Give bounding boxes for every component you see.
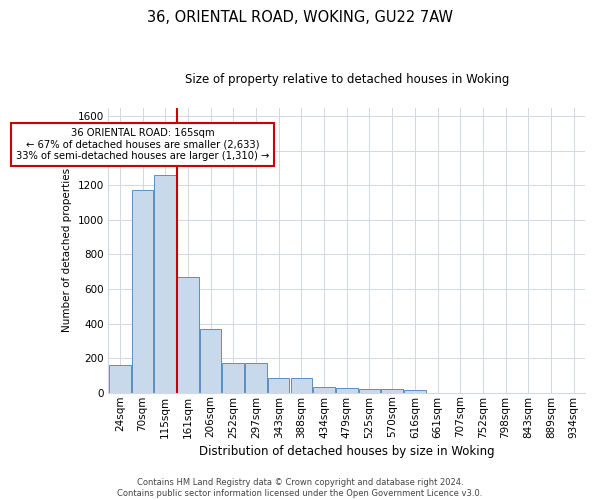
Text: 36 ORIENTAL ROAD: 165sqm
← 67% of detached houses are smaller (2,633)
33% of sem: 36 ORIENTAL ROAD: 165sqm ← 67% of detach… xyxy=(16,128,269,162)
Y-axis label: Number of detached properties: Number of detached properties xyxy=(62,168,72,332)
Bar xyxy=(404,390,425,392)
Bar xyxy=(223,364,244,392)
Bar xyxy=(200,328,221,392)
Bar xyxy=(313,386,335,392)
Bar xyxy=(154,175,176,392)
Bar xyxy=(290,378,312,392)
Bar xyxy=(382,389,403,392)
Bar xyxy=(336,388,358,392)
Text: 36, ORIENTAL ROAD, WOKING, GU22 7AW: 36, ORIENTAL ROAD, WOKING, GU22 7AW xyxy=(147,10,453,25)
Bar xyxy=(268,378,289,392)
Bar xyxy=(109,365,131,392)
Title: Size of property relative to detached houses in Woking: Size of property relative to detached ho… xyxy=(185,72,509,86)
Bar xyxy=(177,277,199,392)
Bar xyxy=(132,190,153,392)
Text: Contains HM Land Registry data © Crown copyright and database right 2024.
Contai: Contains HM Land Registry data © Crown c… xyxy=(118,478,482,498)
Bar xyxy=(245,364,267,392)
X-axis label: Distribution of detached houses by size in Woking: Distribution of detached houses by size … xyxy=(199,444,494,458)
Bar xyxy=(359,389,380,392)
